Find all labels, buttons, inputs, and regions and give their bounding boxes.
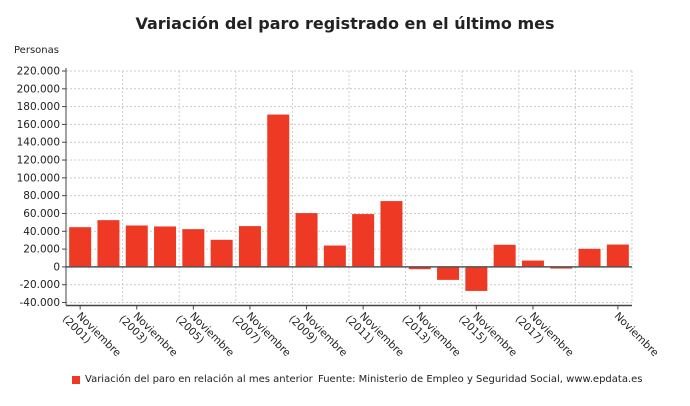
bar — [238, 226, 261, 267]
y-tick-label: -20.000 — [19, 279, 60, 291]
y-tick-label: 60.000 — [23, 208, 60, 220]
x-tick-label: Noviembre(2015) — [456, 304, 519, 367]
bar — [493, 244, 516, 267]
chart-title: Variación del paro registrado en el últi… — [135, 14, 555, 33]
bar — [210, 239, 233, 267]
x-tick-label: Noviembre — [612, 310, 661, 359]
bar — [408, 266, 431, 270]
y-tick-label: 160.000 — [17, 119, 60, 131]
bar — [437, 266, 460, 280]
bar — [606, 244, 629, 267]
x-tick-label: Noviembre(2001) — [60, 304, 123, 367]
y-tick-label: -40.000 — [19, 297, 60, 309]
bar — [380, 201, 403, 267]
bar — [97, 220, 120, 267]
bar — [295, 213, 318, 267]
y-tick-label: 0 — [53, 261, 60, 273]
bar — [125, 225, 148, 267]
x-tick-label: Noviembre(2003) — [116, 304, 179, 367]
bar — [352, 214, 375, 267]
y-tick-label: 40.000 — [23, 226, 60, 238]
y-tick-label: 180.000 — [17, 101, 60, 113]
y-tick-label: 20.000 — [23, 244, 60, 256]
bar — [154, 226, 177, 267]
y-tick-label: 100.000 — [17, 172, 60, 184]
x-tick-label: Noviembre(2009) — [286, 304, 349, 367]
bar — [267, 114, 290, 267]
x-tick-label: Noviembre(2011) — [343, 304, 406, 367]
x-tick-label: Noviembre(2007) — [230, 304, 293, 367]
y-tick-label: 140.000 — [17, 137, 60, 149]
x-tick-label: Noviembre(2013) — [399, 304, 462, 367]
bar — [323, 245, 346, 267]
y-tick-label: 120.000 — [17, 155, 60, 167]
x-tick-label: Noviembre(2005) — [173, 304, 236, 367]
y-tick-label: 80.000 — [23, 190, 60, 202]
bar — [550, 266, 573, 269]
bar — [182, 229, 205, 267]
y-tick-label: 200.000 — [17, 83, 60, 95]
y-tick-label: 220.000 — [17, 66, 60, 78]
bar — [465, 266, 488, 291]
y-axis-label: Personas — [14, 45, 59, 56]
bar — [521, 260, 544, 267]
x-tick-label: Noviembre(2017) — [513, 304, 576, 367]
legend-swatch — [72, 375, 80, 384]
bar — [578, 248, 601, 267]
bar — [69, 227, 92, 267]
legend-label: Variación del paro en relación al mes an… — [85, 374, 313, 385]
legend: Variación del paro en relación al mes an… — [72, 374, 313, 385]
source-note: Fuente: Ministerio de Empleo y Seguridad… — [318, 374, 643, 385]
